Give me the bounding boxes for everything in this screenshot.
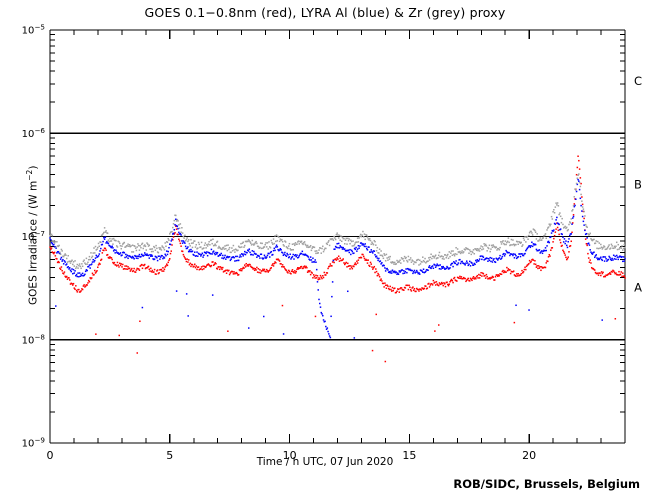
y-tick-label: 10−8 (22, 332, 46, 346)
y-tick-label: 10−6 (22, 126, 46, 140)
credit-text: ROB/SIDC, Brussels, Belgium (453, 477, 640, 491)
flare-class-label-B: B (634, 177, 642, 191)
y-tick-label: 10−5 (22, 23, 45, 37)
x-tick-label: 20 (522, 449, 536, 462)
series-lyra-al (49, 178, 626, 339)
flare-class-label-C: C (634, 74, 642, 88)
y-tick-label: 10−9 (22, 436, 46, 450)
series-zr-proxy (49, 173, 626, 270)
x-tick-label: 0 (47, 449, 54, 462)
series-goes-0-1-0-8nm (49, 155, 626, 363)
flare-class-label-A: A (634, 281, 642, 295)
x-tick-label: 15 (402, 449, 416, 462)
page-title: GOES 0.1−0.8nm (red), LYRA Al (blue) & Z… (144, 5, 506, 20)
x-tick-label: 10 (283, 449, 297, 462)
x-tick-label: 5 (166, 449, 173, 462)
y-tick-label: 10−7 (22, 229, 45, 243)
x-axis-label: Time / h UTC, 07 Jun 2020 (256, 456, 394, 468)
